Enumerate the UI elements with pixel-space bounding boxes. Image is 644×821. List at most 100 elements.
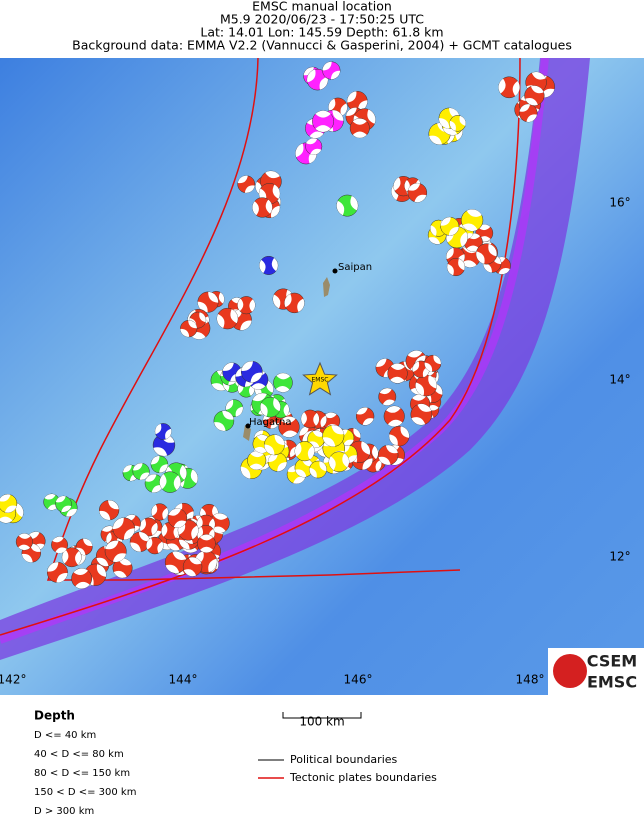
depth-class: 40 < D <= 80 km: [34, 749, 124, 760]
focal-quadrant: [287, 465, 306, 484]
focal-quadrant: [457, 223, 474, 240]
lon-label: 148°: [516, 673, 545, 687]
focal-quadrant: [440, 217, 459, 236]
focal-quadrant: [411, 403, 432, 426]
lon-label: 146°: [344, 673, 373, 687]
focal-quadrant: [55, 495, 72, 513]
lat-label: 14°: [609, 373, 630, 387]
focal-quadrant: [180, 320, 197, 337]
focal-quadrant: [389, 426, 410, 446]
focal-quadrant: [525, 85, 544, 106]
focal-quadrant: [249, 451, 264, 470]
focal-quadrant: [408, 183, 427, 203]
focal-quadrant: [225, 399, 243, 417]
scale-line: [282, 712, 362, 719]
focal-quadrant: [145, 474, 163, 493]
focal-quadrant: [301, 412, 320, 426]
focal-quadrant: [415, 375, 437, 396]
legend: Depth D <= 40 km 40 < D <= 80 km 80 < D …: [34, 709, 437, 818]
city-marker: [245, 423, 251, 429]
focal-quadrant: [306, 138, 322, 155]
depth-class: D > 300 km: [34, 806, 94, 817]
focal-quadrant: [264, 434, 285, 455]
focal-quadrant: [378, 445, 398, 465]
focal-quadrant: [386, 406, 403, 427]
focal-quadrant: [412, 361, 430, 378]
focal-quadrant: [307, 69, 328, 90]
legend-entry: Tectonic plates boundaries: [289, 771, 437, 784]
focal-quadrant: [159, 474, 181, 491]
focal-quadrant: [315, 110, 331, 133]
legend-title: Depth: [34, 709, 75, 723]
focal-quadrant: [150, 455, 168, 473]
depth-class: 80 < D <= 150 km: [34, 768, 130, 779]
header: EMSC manual location M5.9 2020/06/23 - 1…: [72, 0, 572, 53]
focal-quadrant: [309, 461, 327, 478]
city-marker: [332, 268, 338, 274]
focal-quadrant: [476, 243, 497, 264]
focal-quadrant: [18, 533, 31, 551]
map: Saipan Hagatna EMSC 16° 14° 12° 142° 144…: [0, 58, 644, 695]
focal-quadrant: [328, 453, 350, 471]
focal-quadrant: [308, 430, 324, 448]
event-line: M5.9 2020/06/23 - 17:50:25 UTC: [220, 12, 424, 27]
focal-quadrant: [462, 209, 482, 232]
focal-quadrant: [447, 258, 465, 276]
focal-quadrant: [352, 118, 367, 138]
lat-label: 12°: [609, 550, 630, 564]
focal-quadrant: [237, 298, 256, 312]
trench: [0, 58, 590, 660]
focal-quadrant: [99, 500, 119, 520]
focal-quadrant: [216, 309, 238, 329]
focal-quadrant: [139, 518, 158, 536]
scale-label: 100 km: [299, 715, 344, 729]
plate-boundary: [0, 58, 521, 636]
focal-quadrant: [275, 373, 291, 393]
focal-quadrant: [336, 195, 358, 216]
logo-globe: [553, 654, 587, 688]
focal-quadrant: [211, 513, 228, 534]
epicenter-label: EMSC: [312, 377, 329, 384]
focal-quadrant: [272, 289, 294, 309]
focal-quadrant: [21, 543, 41, 563]
lat-label: 16°: [609, 196, 630, 210]
focal-quadrant: [268, 452, 287, 472]
focal-quadrant: [173, 503, 194, 524]
focal-quadrant: [151, 504, 169, 520]
focal-quadrant: [27, 531, 45, 551]
lon-label: 142°: [0, 673, 26, 687]
focal-quadrant: [284, 293, 305, 312]
focal-quadrant: [112, 517, 135, 540]
focal-quadrant: [322, 425, 344, 447]
logo-text: EMSC: [587, 673, 637, 692]
focal-quadrant: [295, 458, 314, 478]
focal-quadrant: [280, 416, 298, 438]
focal-quadrant: [183, 557, 202, 577]
plate-boundary: [46, 58, 461, 581]
scale-bar: 100 km: [282, 712, 362, 729]
focal-quadrant: [177, 469, 198, 488]
focal-quadrant: [260, 397, 281, 417]
focal-quadrant: [347, 91, 368, 112]
graticule-labels: 16° 14° 12° 142° 144° 146° 148°: [0, 196, 631, 687]
focal-quadrant: [194, 551, 217, 573]
focal-quadrant: [113, 558, 132, 578]
focal-quadrant: [379, 388, 395, 406]
focal-quadrant: [153, 434, 175, 456]
focal-quadrant: [498, 78, 520, 96]
focal-quadrant: [294, 442, 315, 460]
focal-quadrant: [155, 423, 172, 440]
focal-quadrant: [0, 494, 17, 513]
focal-quadrant: [146, 538, 164, 554]
focal-quadrant: [62, 549, 82, 565]
lon-label: 144°: [169, 673, 198, 687]
focal-quadrant: [449, 115, 466, 131]
focal-quadrant: [47, 562, 68, 583]
focal-mechanisms: [0, 61, 555, 589]
focal-quadrant: [424, 355, 441, 372]
focal-quadrant: [130, 532, 150, 552]
place-label: Hagatna: [249, 417, 292, 428]
focal-quadrant: [197, 291, 219, 313]
focal-quadrant: [483, 254, 502, 273]
